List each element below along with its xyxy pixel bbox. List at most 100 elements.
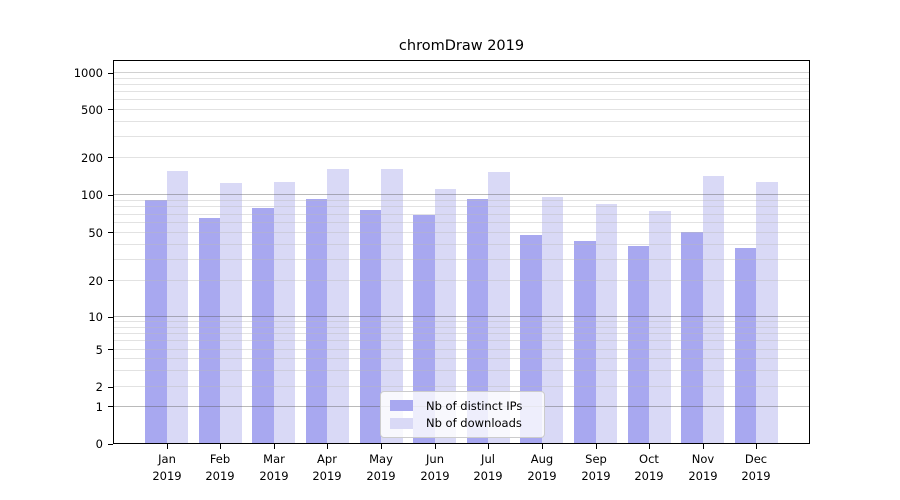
- y-tick-label-20: 20: [88, 274, 103, 288]
- gridline-minor-500: [114, 109, 809, 110]
- bar-nb-of-downloads-may-2019: [381, 168, 403, 443]
- x-tick-mark-may-2019: [381, 444, 382, 449]
- y-tick-mark-5: [108, 349, 113, 350]
- y-tick-label-5: 5: [95, 343, 103, 357]
- gridline-minor-1000: [114, 72, 809, 73]
- gridline-minor-6: [114, 340, 809, 342]
- gridline-minor-70: [114, 213, 809, 215]
- bar-nb-of-downloads-jun-2019: [434, 188, 457, 443]
- gridline-major-10: [114, 316, 809, 317]
- bar-nb-of-distinct-ips-nov-2019: [681, 232, 703, 443]
- x-tick-label-may-2019: May 2019: [366, 452, 396, 483]
- x-tick-mark-jul-2019: [488, 444, 489, 449]
- y-tick-mark-1000: [108, 73, 113, 74]
- bar-nb-of-downloads-nov-2019: [702, 176, 725, 443]
- gridline-minor-40: [114, 243, 809, 245]
- x-tick-mark-mar-2019: [274, 444, 275, 449]
- gridline-minor-4: [114, 358, 809, 359]
- x-tick-label-jul-2019: Jul 2019: [473, 452, 503, 483]
- bar-nb-of-distinct-ips-jul-2019: [466, 198, 489, 443]
- gridline-minor-7: [114, 333, 809, 334]
- x-tick-label-aug-2019: Aug 2019: [527, 452, 557, 483]
- bar-nb-of-distinct-ips-sep-2019: [574, 241, 596, 443]
- y-tick-mark-0: [108, 444, 113, 445]
- bar-nb-of-downloads-apr-2019: [327, 168, 349, 443]
- gridline-minor-80: [114, 206, 809, 208]
- gridline-minor-800: [114, 83, 809, 85]
- chart-title: chromDraw 2019: [398, 38, 525, 54]
- y-tick-mark-10: [108, 317, 113, 318]
- gridline-minor-8: [114, 326, 809, 328]
- legend-label-nb-of-downloads: Nb of downloads: [426, 416, 522, 431]
- bar-nb-of-downloads-aug-2019: [541, 196, 564, 443]
- gridline-minor-200: [114, 157, 809, 158]
- grid-layer: [114, 61, 809, 443]
- gridline-minor-9: [114, 321, 809, 322]
- x-tick-mark-oct-2019: [649, 444, 650, 449]
- bar-nb-of-distinct-ips-feb-2019: [198, 217, 221, 443]
- x-tick-mark-feb-2019: [220, 444, 221, 449]
- gridline-minor-1000: [114, 72, 809, 73]
- gridline-minor-700: [114, 91, 809, 92]
- bar-nb-of-downloads-oct-2019: [649, 210, 671, 443]
- legend-label-nb-of-distinct-ips: Nb of distinct IPs: [426, 398, 523, 413]
- bar-nb-of-distinct-ips-apr-2019: [305, 198, 328, 443]
- plot-area: Nb of distinct IPs Nb of downloads: [113, 60, 810, 444]
- x-tick-mark-sep-2019: [596, 444, 597, 449]
- x-tick-mark-jun-2019: [435, 444, 436, 449]
- x-tick-label-nov-2019: Nov 2019: [688, 452, 718, 483]
- legend-row-nb-of-downloads: Nb of downloads: [390, 416, 535, 430]
- x-tick-label-jun-2019: Jun 2019: [420, 452, 450, 483]
- bars-layer: [114, 61, 809, 443]
- x-tick-mark-apr-2019: [327, 444, 328, 449]
- x-tick-label-jan-2019: Jan 2019: [152, 452, 182, 483]
- legend-swatch-nb-of-distinct-ips: [390, 400, 413, 412]
- gridline-minor-30: [114, 258, 809, 260]
- x-tick-label-mar-2019: Mar 2019: [259, 452, 289, 483]
- bar-nb-of-distinct-ips-dec-2019: [734, 247, 757, 443]
- bar-nb-of-distinct-ips-may-2019: [359, 209, 382, 443]
- bar-nb-of-downloads-feb-2019: [220, 183, 242, 443]
- gridline-minor-2: [114, 386, 809, 387]
- bar-nb-of-distinct-ips-oct-2019: [627, 246, 650, 443]
- x-tick-label-sep-2019: Sep 2019: [581, 452, 611, 483]
- y-tick-mark-20: [108, 280, 113, 281]
- y-tick-mark-2: [108, 387, 113, 388]
- gridline-minor-3: [114, 369, 809, 371]
- bar-nb-of-downloads-jan-2019: [166, 170, 189, 443]
- x-tick-label-oct-2019: Oct 2019: [634, 452, 664, 483]
- y-tick-label-1000: 1000: [73, 66, 103, 80]
- bar-nb-of-downloads-sep-2019: [595, 203, 618, 443]
- gridline-minor-5: [114, 349, 809, 350]
- bar-nb-of-downloads-jul-2019: [488, 171, 510, 443]
- y-tick-mark-1: [108, 406, 113, 407]
- y-tick-label-10: 10: [88, 310, 103, 324]
- x-tick-mark-aug-2019: [542, 444, 543, 449]
- legend-row-nb-of-distinct-ips: Nb of distinct IPs: [390, 399, 535, 413]
- y-tick-label-100: 100: [81, 188, 103, 202]
- bar-nb-of-distinct-ips-mar-2019: [252, 208, 274, 443]
- gridline-minor-400: [114, 120, 809, 122]
- y-tick-label-200: 200: [81, 151, 103, 165]
- legend: Nb of distinct IPs Nb of downloads: [380, 391, 545, 438]
- gridline-minor-50: [114, 232, 809, 233]
- y-tick-label-1: 1: [95, 400, 103, 414]
- y-tick-mark-500: [108, 109, 113, 110]
- x-tick-label-apr-2019: Apr 2019: [312, 452, 342, 483]
- x-tick-mark-dec-2019: [756, 444, 757, 449]
- y-tick-label-500: 500: [81, 103, 103, 117]
- bar-nb-of-downloads-mar-2019: [273, 181, 296, 443]
- legend-swatch-nb-of-downloads: [390, 417, 413, 429]
- x-tick-mark-jan-2019: [167, 444, 168, 449]
- x-tick-mark-nov-2019: [703, 444, 704, 449]
- y-tick-label-2: 2: [95, 380, 103, 394]
- bar-nb-of-distinct-ips-jan-2019: [145, 199, 167, 443]
- y-tick-label-0: 0: [95, 437, 103, 451]
- y-tick-mark-100: [108, 195, 113, 196]
- gridline-minor-900: [114, 77, 809, 79]
- gridline-minor-60: [114, 222, 809, 223]
- gridline-minor-20: [114, 280, 809, 281]
- gridline-major-100: [114, 194, 809, 195]
- gridline-minor-300: [114, 135, 809, 137]
